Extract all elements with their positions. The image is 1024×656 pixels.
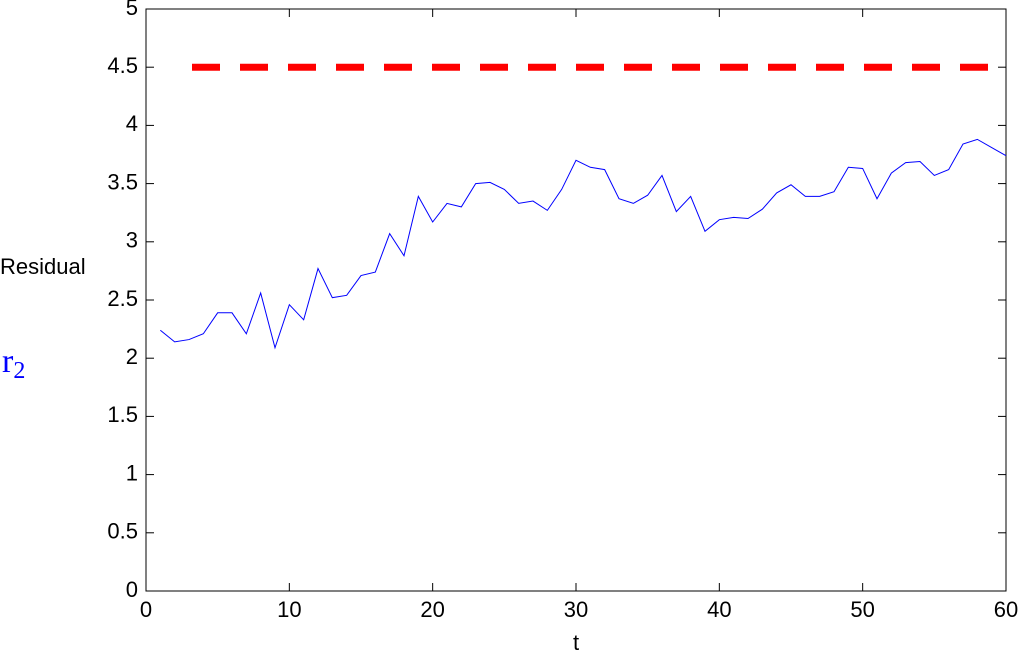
- y-tick-label: 3: [126, 228, 138, 253]
- y-symbol-subscript: 2: [13, 358, 25, 384]
- y-tick-label: 4: [126, 111, 138, 136]
- y-tick-label: 2.5: [107, 286, 138, 311]
- x-tick-label: 60: [994, 597, 1018, 622]
- y-symbol-base: r: [2, 343, 14, 380]
- y-tick-label: 5: [126, 0, 138, 20]
- x-tick-label: 0: [140, 597, 152, 622]
- y-axis-label: Residual: [0, 254, 86, 279]
- x-tick-label: 40: [707, 597, 731, 622]
- x-tick-label: 30: [564, 597, 588, 622]
- y-tick-label: 3.5: [107, 169, 138, 194]
- y-symbol: r2: [2, 343, 25, 384]
- data-line: [160, 138, 1007, 350]
- x-tick-label: 20: [420, 597, 444, 622]
- y-tick-label: 2: [126, 344, 138, 369]
- y-tick-label: 0.5: [107, 519, 138, 544]
- y-tick-label: 4.5: [107, 53, 138, 78]
- x-axis-label: t: [573, 630, 579, 655]
- x-tick-label: 10: [277, 597, 301, 622]
- y-tick-label: 1: [126, 460, 138, 485]
- plot-frame: [145, 8, 1007, 592]
- y-tick-label: 1.5: [107, 402, 138, 427]
- x-tick-label: 50: [850, 597, 874, 622]
- y-tick-label: 0: [126, 577, 138, 602]
